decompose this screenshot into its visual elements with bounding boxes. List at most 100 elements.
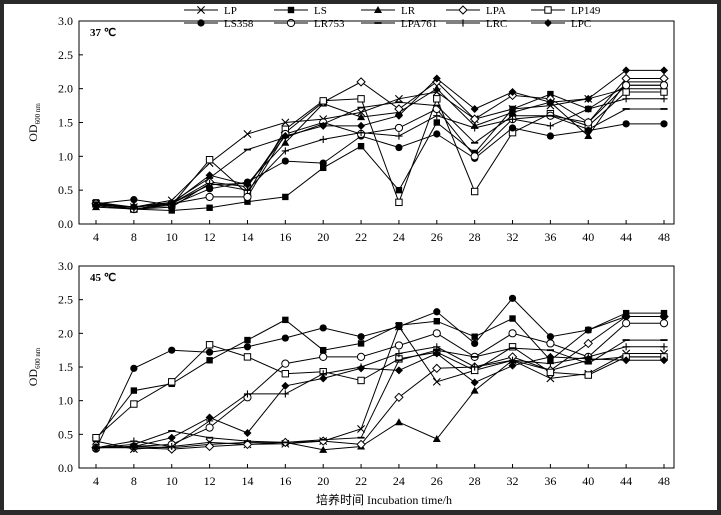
series-line-ls358 (95, 297, 664, 450)
x-tick-label: 32 (507, 230, 519, 244)
data-point-lpc (546, 352, 555, 361)
data-point-lp149 (357, 95, 365, 103)
data-point-lr753 (546, 339, 555, 348)
data-point-ls358 (281, 157, 289, 165)
legend-label: LPA761 (401, 18, 437, 30)
y-tick-label: 1.5 (58, 360, 73, 374)
data-point-ls358 (660, 312, 668, 321)
data-point-ls (433, 318, 440, 325)
legend-marker (197, 19, 205, 27)
series-line-lpa761 (95, 101, 664, 208)
data-point-ls (433, 119, 440, 126)
legend-entry-lrc: LRC (446, 18, 507, 30)
series-ls (92, 309, 668, 443)
data-point-lpc (508, 88, 517, 97)
data-point-lpc (205, 171, 214, 180)
series-lrc (92, 343, 668, 452)
legend-entry-lpa761: LPA761 (361, 18, 437, 30)
data-point-ls (130, 387, 138, 394)
data-point-lr (584, 132, 593, 140)
data-point-lrc (660, 343, 668, 351)
x-tick-label: 4 (93, 474, 99, 488)
data-point-lr753 (319, 352, 328, 361)
data-point-lpc (584, 354, 593, 363)
legend-label: LRC (486, 18, 507, 30)
data-point-ls358 (130, 364, 138, 372)
data-point-lr (319, 445, 328, 453)
data-point-lrc (357, 129, 365, 137)
series-line-ls358 (95, 123, 664, 206)
data-point-lr753 (394, 123, 404, 133)
data-point-ls358 (433, 130, 441, 138)
data-point-lpa (204, 441, 215, 452)
data-point-lpc (432, 74, 441, 83)
figure-frame: LP LS LR LPA LP149 LS358 LR753 LPA761 LRC LPC 0.0… (4, 4, 717, 510)
data-point-lrc (319, 135, 327, 144)
data-point-lrc (471, 363, 479, 371)
x-tick-label: 40 (582, 230, 594, 244)
data-point-lpc (357, 121, 366, 130)
data-point-lrc (281, 390, 289, 398)
legend-label: LR (401, 5, 416, 17)
data-point-lrc (622, 95, 630, 103)
x-tick-label: 14 (241, 474, 253, 488)
data-point-ls (244, 198, 251, 205)
x-tick-label: 20 (317, 230, 329, 244)
x-tick-label: 26 (431, 474, 443, 488)
data-point-ls (206, 204, 213, 211)
data-point-lp149 (546, 368, 555, 377)
data-point-ls358 (546, 333, 555, 341)
data-point-lpc (92, 443, 100, 452)
y-tick-label: 2.5 (58, 48, 73, 62)
data-point-lr753 (622, 81, 631, 90)
data-point-lp (281, 118, 290, 127)
data-point-lr753 (205, 192, 214, 202)
y-tick-label: 2.5 (58, 293, 73, 307)
data-point-lr753 (622, 319, 631, 328)
data-point-lp (357, 108, 366, 117)
data-point-lr753 (432, 329, 441, 338)
data-point-lpa (242, 439, 253, 450)
data-point-ls358 (281, 334, 289, 342)
data-point-lp149 (395, 198, 403, 207)
x-tick-label: 48 (658, 474, 670, 488)
legend-entry-ls: LS (274, 5, 327, 17)
data-point-ls (320, 164, 327, 172)
data-point-lpc (129, 203, 138, 212)
y-tick-label: 3.0 (58, 14, 73, 28)
data-point-ls (357, 340, 365, 347)
data-point-ls358 (622, 312, 630, 321)
y-tick-label: 1.0 (58, 149, 73, 163)
legend-entry-lpc: LPC (531, 18, 591, 30)
series-line-lp (95, 325, 664, 450)
series-lr753 (91, 319, 669, 452)
data-point-lpc (167, 433, 176, 442)
series-line-lp (95, 88, 664, 208)
data-point-lrc (395, 349, 403, 358)
data-point-lr753 (584, 118, 593, 127)
data-point-lpc (508, 361, 517, 370)
data-point-lp (394, 94, 403, 103)
data-point-lrc (395, 132, 403, 140)
legend-marker (544, 19, 552, 27)
series-lp149 (92, 341, 668, 442)
y-tick-label: 2.0 (58, 326, 73, 340)
legend-entry-lr: LR (361, 5, 416, 17)
data-point-lpc (281, 381, 290, 390)
series-ls358 (92, 120, 668, 209)
data-point-lr753 (243, 192, 252, 202)
data-point-ls358 (168, 346, 176, 354)
data-point-lpc (470, 378, 479, 387)
data-point-lr753 (205, 423, 214, 432)
y-axis-label: OD600 nm (26, 103, 42, 142)
y-tick-label: 0.5 (58, 183, 73, 197)
data-point-lp149 (433, 95, 441, 103)
data-point-lr (432, 435, 441, 443)
legend-label: LP149 (571, 5, 601, 17)
legend-label: LS358 (224, 18, 254, 30)
legend-label: LPA (486, 5, 506, 17)
series-line-lp149 (95, 91, 664, 210)
data-point-lrc (546, 360, 554, 368)
data-point-lpc (167, 199, 176, 208)
